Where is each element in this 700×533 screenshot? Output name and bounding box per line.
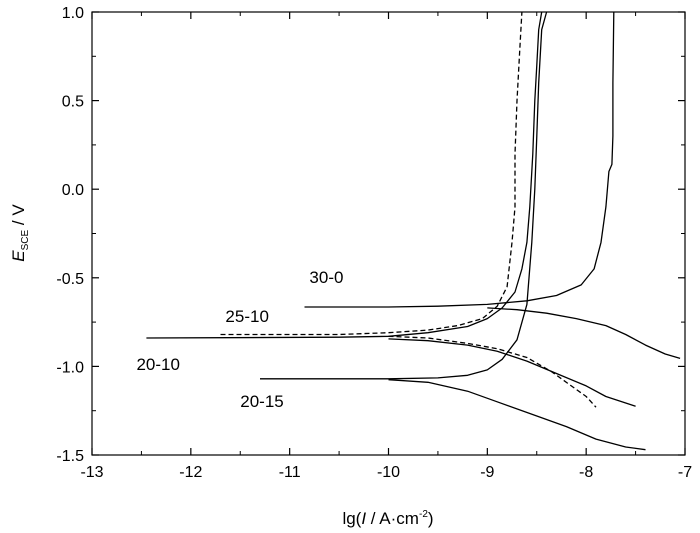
curve-20-10-label: 20-10 [136,355,179,374]
curve-25-10-anodic-branch [220,11,523,336]
curve-20-10-cathodic-branch [388,338,636,407]
y-tick-label: 0.5 [62,94,84,111]
curve-25-10-label: 25-10 [225,307,268,326]
x-axis-title: lg(I / A·cm-2) [342,509,433,528]
x-tick-label: -7 [678,464,692,481]
axis-ticks [91,11,686,456]
curve-30-0-label: 30-0 [309,268,343,287]
curve-20-15-label: 20-15 [240,392,283,411]
y-axis-title: ESCE / V [9,204,31,262]
x-tick-label: -12 [179,464,202,481]
x-tick-label: -9 [480,464,494,481]
y-tick-label: -0.5 [56,271,84,288]
curve-labels-group: 30-0 25-10 20-10 20-15 [136,268,343,411]
x-tick-label: -13 [80,464,103,481]
curve-20-10-anodic-branch [146,11,543,339]
y-tick-label: 0.0 [62,182,84,199]
curve-25-10-cathodic-branch [388,335,597,408]
curve-20-15-cathodic-branch [388,379,646,451]
x-tick-label: -8 [579,464,593,481]
curve-30-0-cathodic-branch [487,307,681,360]
x-tick-label: -11 [279,464,301,481]
y-tick-label: 1.0 [62,5,84,22]
x-tick-label: -10 [377,464,400,481]
curves-group [146,11,681,451]
curve-30-0-anodic-branch [304,11,615,308]
y-tick-label: -1.0 [56,359,84,376]
plot-area-frame [91,11,686,456]
axis-tick-labels: -13 -12 -11 -10 -9 -8 -7 -1.5 -1.0 -0.5 0.0 0.5 1.0 [56,5,692,481]
curve-20-15-anodic-branch [260,11,548,380]
y-tick-label: -1.5 [56,448,84,465]
